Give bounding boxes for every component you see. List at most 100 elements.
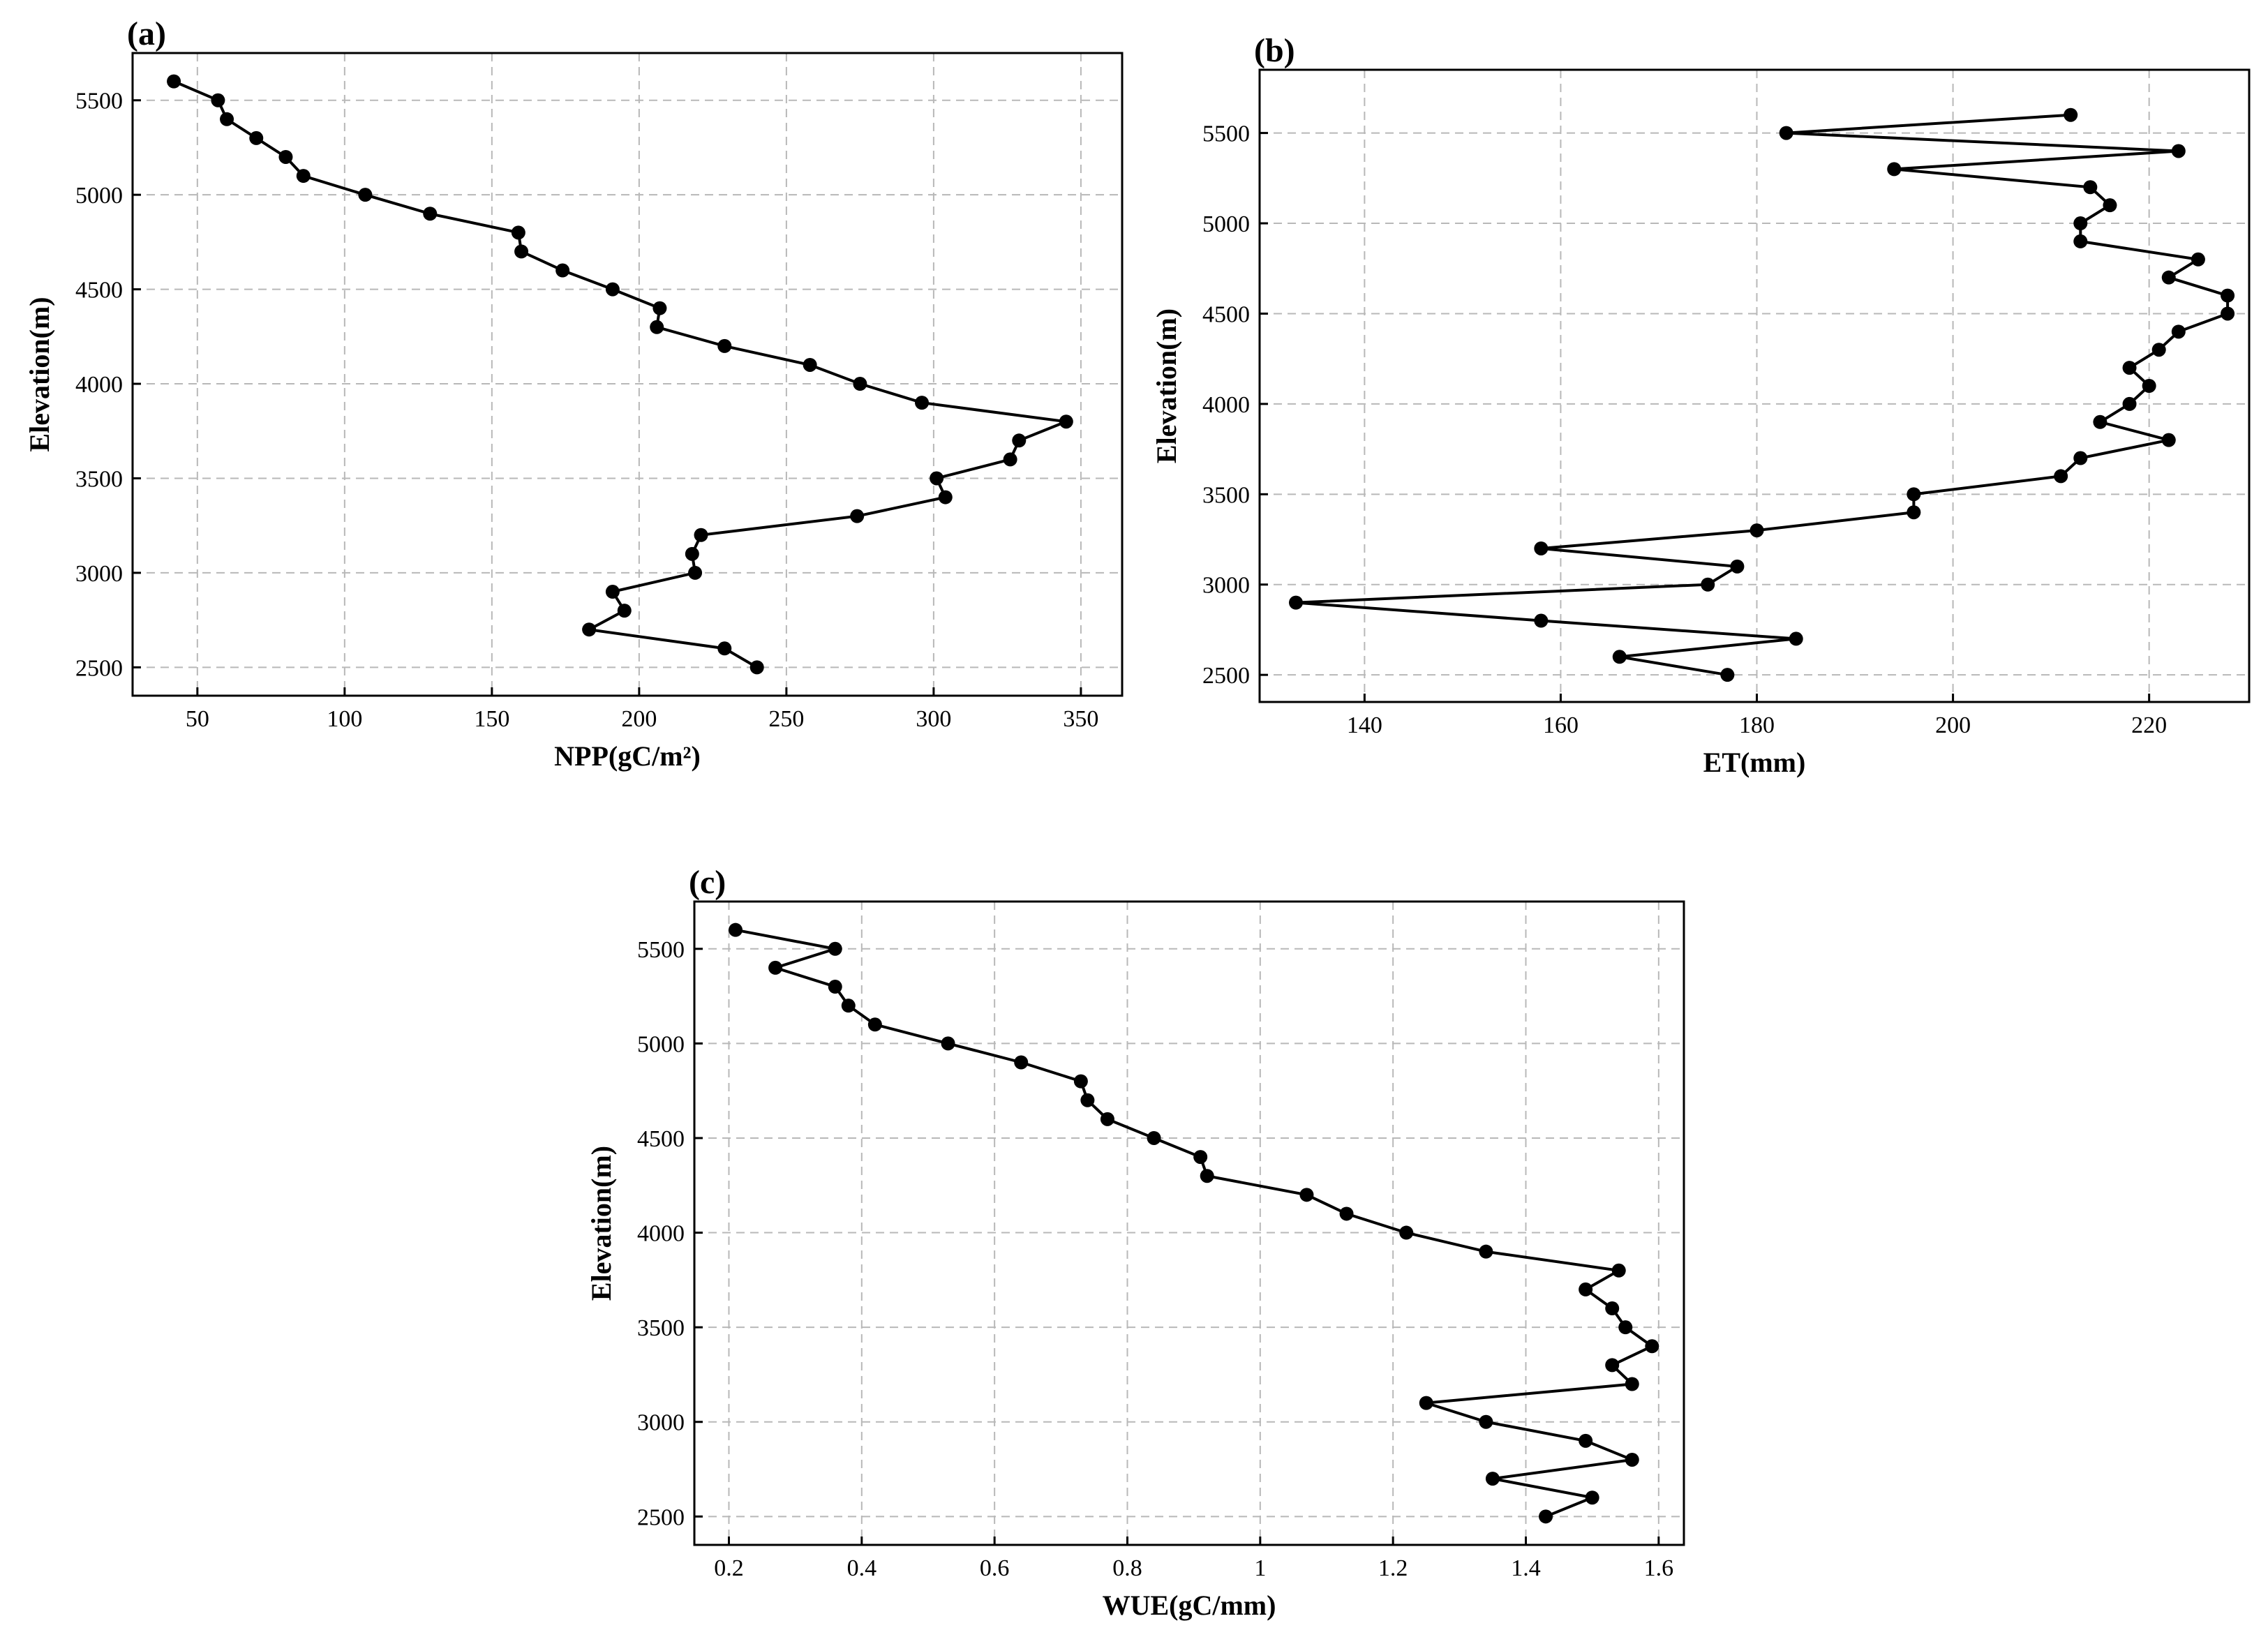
data-point bbox=[2191, 252, 2205, 267]
data-point bbox=[2073, 216, 2088, 231]
data-point bbox=[1701, 577, 1715, 592]
x-tick-label: 0.6 bbox=[980, 1555, 1010, 1581]
data-point bbox=[1479, 1414, 1493, 1429]
x-tick-label: 350 bbox=[1063, 706, 1098, 732]
data-point bbox=[1534, 613, 1549, 628]
data-point bbox=[853, 377, 867, 391]
data-point bbox=[514, 244, 529, 259]
y-tick-label: 5500 bbox=[637, 937, 685, 963]
chart-panel-a: 50 100 150 200 250 300 350 2500 3000 3500 4000 4500… bbox=[24, 15, 1124, 772]
data-point bbox=[1014, 1055, 1029, 1070]
y-tick-label: 4000 bbox=[1202, 392, 1250, 418]
data-point bbox=[1200, 1169, 1214, 1183]
data-point bbox=[2161, 433, 2176, 447]
data-point bbox=[688, 565, 703, 580]
data-point bbox=[685, 546, 699, 561]
data-point bbox=[1887, 162, 1902, 177]
x-tick-label: 220 bbox=[2131, 712, 2167, 738]
data-point bbox=[1618, 1320, 1633, 1335]
data-point bbox=[1012, 433, 1027, 448]
data-point bbox=[2083, 180, 2098, 195]
data-point bbox=[2122, 396, 2137, 411]
y-tick-label: 3000 bbox=[637, 1410, 685, 1436]
data-point bbox=[1789, 631, 1803, 646]
data-point bbox=[717, 338, 732, 353]
plot-frame bbox=[693, 900, 1685, 1546]
data-point bbox=[278, 149, 293, 164]
data-point bbox=[1539, 1509, 1553, 1524]
data-point bbox=[605, 282, 620, 297]
data-point bbox=[582, 622, 597, 637]
x-tick-label: 1.6 bbox=[1644, 1555, 1674, 1581]
data-point bbox=[617, 604, 632, 618]
x-tick-label: 0.2 bbox=[714, 1555, 744, 1581]
y-tick-label: 4000 bbox=[637, 1221, 685, 1247]
data-point bbox=[1907, 505, 1921, 520]
x-tick-label: 180 bbox=[1739, 712, 1775, 738]
data-point bbox=[1625, 1377, 1639, 1391]
x-tick-label: 250 bbox=[768, 706, 804, 732]
x-axis-label: WUE(gC/mm) bbox=[1103, 1590, 1276, 1621]
data-point bbox=[2221, 288, 2235, 303]
y-tick-label: 4000 bbox=[75, 372, 123, 398]
data-point bbox=[2171, 324, 2186, 339]
x-axis-label: NPP(gC/m²) bbox=[554, 740, 701, 772]
data-point bbox=[1419, 1396, 1433, 1410]
x-tick-label: 1 bbox=[1254, 1555, 1266, 1581]
data-point bbox=[652, 301, 667, 315]
data-point bbox=[1534, 541, 1549, 555]
data-point bbox=[930, 471, 944, 486]
data-point bbox=[605, 585, 620, 599]
data-point bbox=[2161, 270, 2176, 285]
x-tick-label: 140 bbox=[1347, 712, 1382, 738]
y-tick-label: 3000 bbox=[1202, 573, 1250, 599]
x-tick-label: 150 bbox=[474, 706, 509, 732]
y-axis-label: Elevation(m) bbox=[24, 297, 55, 451]
data-point bbox=[358, 188, 373, 202]
data-point bbox=[249, 130, 264, 145]
y-axis-label: Elevation(m) bbox=[1151, 308, 1182, 463]
data-point bbox=[555, 263, 570, 278]
panel-label: (a) bbox=[127, 15, 166, 52]
data-point bbox=[2064, 107, 2078, 122]
data-point bbox=[1485, 1472, 1500, 1486]
x-tick-label: 0.4 bbox=[847, 1555, 877, 1581]
data-point bbox=[828, 980, 842, 994]
data-point bbox=[1003, 452, 1017, 467]
data-point bbox=[650, 320, 664, 334]
data-point bbox=[1579, 1433, 1593, 1448]
data-point bbox=[1730, 559, 1745, 574]
panel-label: (c) bbox=[689, 864, 726, 901]
data-point bbox=[768, 960, 783, 975]
x-tick-label: 1.4 bbox=[1511, 1555, 1541, 1581]
data-point bbox=[2093, 414, 2107, 429]
data-point bbox=[1080, 1093, 1095, 1107]
data-point bbox=[941, 1036, 955, 1051]
x-axis-label: ET(mm) bbox=[1703, 747, 1806, 778]
data-point bbox=[1193, 1150, 1208, 1165]
chart-panel-c: 0.2 0.4 0.6 0.8 1 1.2 1.4 1.6 2500 3000 3500 4000 45… bbox=[585, 864, 1685, 1621]
plot-frame bbox=[131, 52, 1124, 697]
y-tick-label: 2500 bbox=[75, 655, 123, 681]
data-point bbox=[841, 999, 856, 1013]
data-point bbox=[1147, 1130, 1161, 1145]
data-point bbox=[167, 74, 181, 89]
data-point bbox=[2103, 198, 2117, 213]
y-tick-label: 3500 bbox=[1202, 482, 1250, 508]
data-point bbox=[694, 528, 708, 542]
y-tick-label: 2500 bbox=[637, 1504, 685, 1530]
data-point bbox=[1612, 650, 1627, 664]
x-tick-label: 160 bbox=[1543, 712, 1579, 738]
data-point bbox=[803, 357, 817, 372]
data-point bbox=[1720, 668, 1735, 682]
data-point bbox=[1339, 1206, 1354, 1221]
y-tick-label: 2500 bbox=[1202, 663, 1250, 689]
data-point bbox=[1585, 1490, 1599, 1505]
data-point bbox=[1288, 595, 1303, 610]
plot-frame bbox=[1258, 68, 2251, 703]
x-tick-label: 1.2 bbox=[1378, 1555, 1408, 1581]
y-tick-label: 3000 bbox=[75, 561, 123, 587]
data-point bbox=[1907, 487, 1921, 502]
data-point bbox=[2171, 144, 2186, 158]
data-point bbox=[423, 207, 438, 221]
